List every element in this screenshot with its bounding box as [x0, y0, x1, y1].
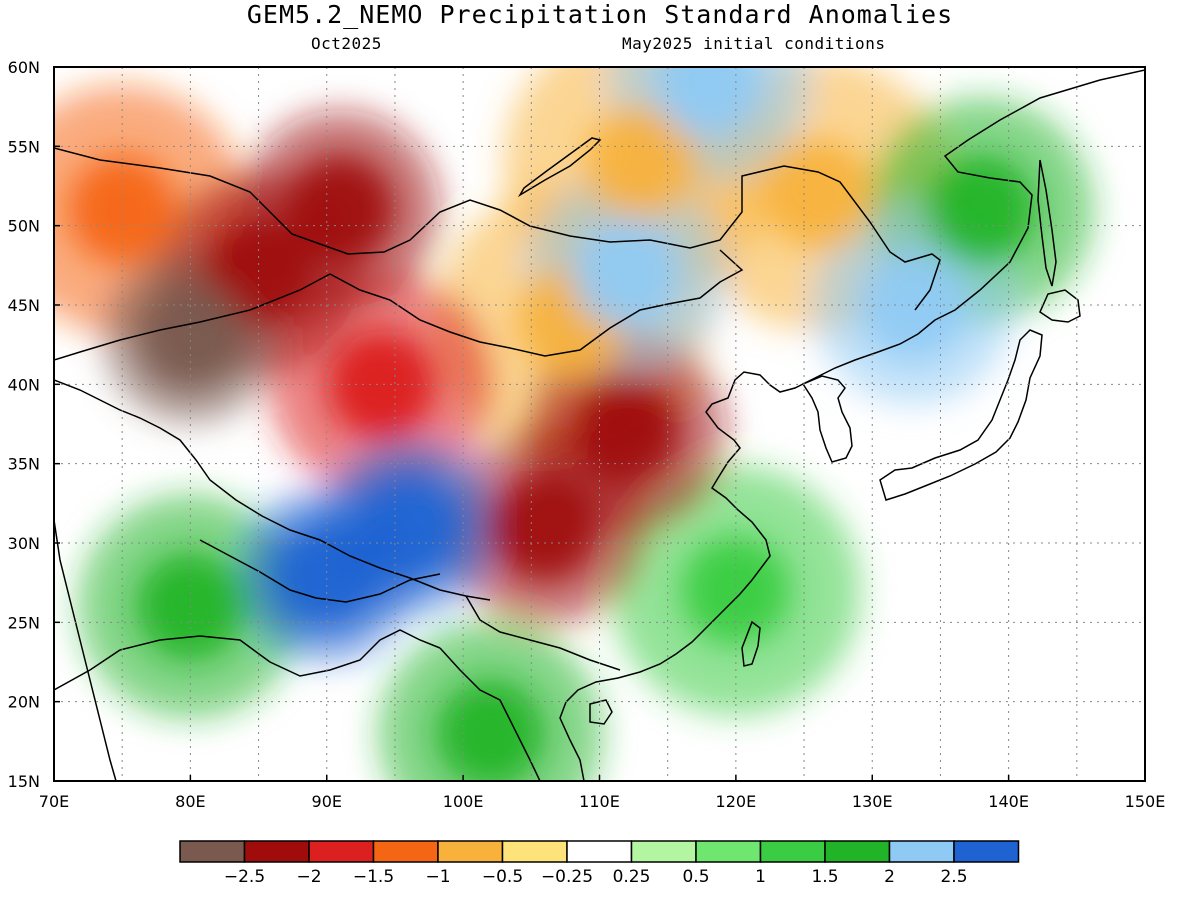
legend-swatch — [179, 840, 246, 863]
lat-tick-label: 35N — [8, 455, 40, 474]
legend-swatch — [372, 840, 439, 863]
lat-tick-label: 50N — [8, 217, 40, 236]
legend-label: −0.5 — [482, 867, 523, 887]
lake-baikal — [517, 137, 602, 198]
legend-swatch — [953, 840, 1020, 863]
lat-tick-label: 60N — [8, 58, 40, 77]
legend-swatch — [501, 840, 568, 863]
anomaly-region — [326, 329, 437, 440]
lon-tick-label: 100E — [443, 792, 484, 811]
legend-label: 0.5 — [682, 867, 709, 887]
lon-tick-label: 70E — [39, 792, 69, 811]
anomaly-region — [571, 376, 682, 487]
legend-swatch — [824, 840, 891, 863]
legend-swatch — [759, 840, 826, 863]
coastline-borders — [54, 69, 1145, 781]
lon-tick-label: 140E — [988, 792, 1029, 811]
border-himalaya — [199, 539, 441, 603]
lat-tick-label: 40N — [8, 375, 40, 394]
anomaly-region — [762, 138, 873, 249]
legend-swatch — [308, 840, 375, 863]
anomaly-region — [653, 67, 764, 138]
anomaly-field — [54, 67, 1094, 781]
border-china-north — [54, 147, 941, 311]
korean-peninsula-outline — [801, 375, 853, 463]
chart-title: GEM5.2_NEMO Precipitation Standard Anoma… — [246, 0, 954, 29]
anomaly-region — [353, 472, 464, 583]
lat-tick-label: 25N — [8, 613, 40, 632]
anomaly-region — [585, 107, 696, 218]
legend-label: 1 — [755, 867, 766, 887]
legend-swatch — [630, 840, 697, 863]
lon-tick-label: 130E — [852, 792, 893, 811]
legend-label: −0.25 — [541, 867, 593, 887]
lat-tick-label: 15N — [8, 772, 40, 791]
legend-label: −2.5 — [224, 867, 265, 887]
hainan-outline — [589, 699, 613, 725]
legend-swatch — [566, 840, 633, 863]
lon-tick-label: 150E — [1125, 792, 1166, 811]
axis-labels: 70E 80E 90E 100E 110E 120E 130E 140E 150E 15N 20N 2… — [8, 58, 1166, 811]
legend-label: −2 — [296, 867, 321, 887]
taiwan-outline — [741, 620, 761, 667]
valid-month-label: Oct2025 — [311, 34, 382, 53]
legend-swatch — [437, 840, 504, 863]
legend-label: −1 — [425, 867, 450, 887]
legend-label: 0.25 — [613, 867, 651, 887]
anomaly-region — [271, 519, 382, 630]
anomaly-region — [135, 281, 246, 392]
anomaly-region — [489, 472, 600, 583]
legend-swatch — [243, 840, 310, 863]
lat-tick-label: 30N — [8, 534, 40, 553]
japan-outline — [879, 329, 1043, 501]
anomaly-region — [571, 218, 682, 329]
lat-tick-label: 55N — [8, 137, 40, 156]
color-legend: −2.5 −2 −1.5 −1 −0.5 −0.25 0.25 0.5 1 1.5 2 2.5 — [179, 840, 1020, 887]
lon-tick-label: 90E — [312, 792, 342, 811]
lat-tick-label: 20N — [8, 693, 40, 712]
india-west-coast — [54, 519, 117, 781]
hokkaido-outline — [1039, 289, 1081, 323]
border-mongolia-south — [329, 249, 744, 357]
legend-label: 1.5 — [811, 867, 838, 887]
border-china-west — [54, 273, 331, 361]
lon-tick-label: 120E — [716, 792, 757, 811]
grid-lines — [54, 67, 1145, 781]
coastline-east-asia — [559, 69, 1145, 781]
border-indochina — [439, 595, 621, 781]
legend-label: 2.5 — [940, 867, 967, 887]
border-south-asia — [54, 629, 441, 691]
sakhalin-outline — [1037, 159, 1057, 287]
lat-tick-label: 45N — [8, 296, 40, 315]
legend-label: 2 — [884, 867, 895, 887]
anomaly-region — [680, 535, 791, 646]
anomaly-region — [285, 154, 396, 265]
anomaly-region — [67, 154, 178, 265]
lon-tick-label: 80E — [175, 792, 205, 811]
initial-conditions-label: May2025 initial conditions — [622, 34, 886, 53]
anomaly-region — [926, 154, 1037, 265]
legend-swatch — [695, 840, 762, 863]
border-central-asia — [54, 379, 491, 601]
legend-label: −1.5 — [353, 867, 394, 887]
legend-swatch — [888, 840, 955, 863]
lon-tick-label: 110E — [579, 792, 620, 811]
